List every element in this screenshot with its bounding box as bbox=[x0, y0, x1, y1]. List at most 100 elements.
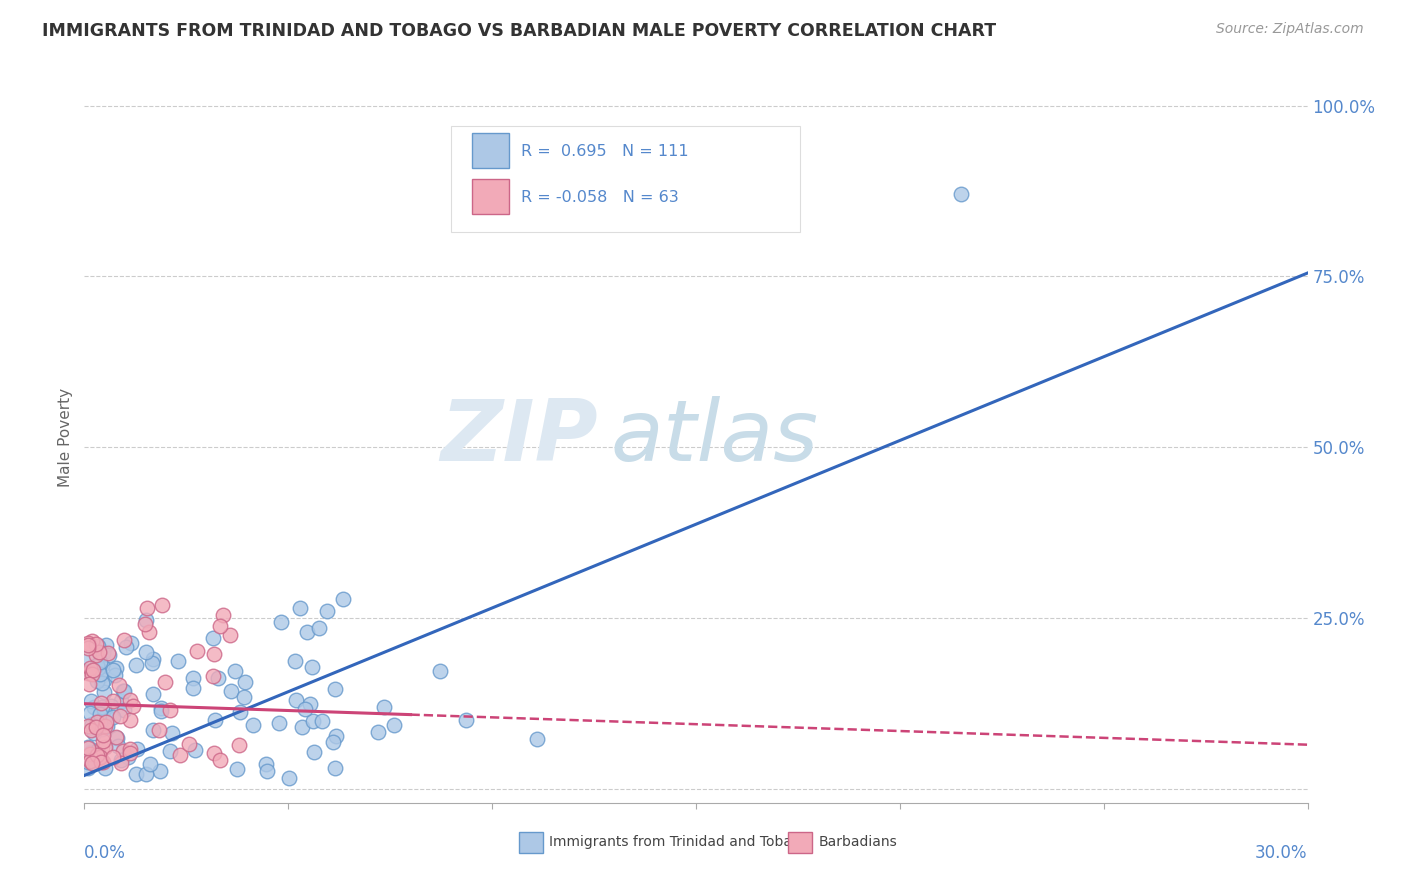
Point bbox=[301, 660, 323, 674]
Point bbox=[101, 709, 124, 723]
Text: R = -0.058   N = 63: R = -0.058 N = 63 bbox=[522, 190, 679, 205]
Point bbox=[149, 701, 172, 715]
Point bbox=[202, 647, 225, 661]
Point bbox=[167, 654, 190, 668]
Point bbox=[186, 644, 208, 658]
Point bbox=[111, 744, 134, 758]
Point bbox=[141, 656, 163, 670]
FancyBboxPatch shape bbox=[787, 832, 813, 853]
Point bbox=[373, 699, 395, 714]
Point bbox=[212, 608, 235, 623]
Point bbox=[91, 733, 114, 747]
Point bbox=[181, 681, 204, 695]
Point bbox=[91, 740, 114, 755]
Point bbox=[270, 615, 292, 629]
Point bbox=[77, 640, 100, 655]
Point bbox=[242, 718, 264, 732]
Point bbox=[96, 638, 118, 652]
Point bbox=[86, 658, 108, 673]
Point bbox=[108, 678, 131, 692]
Point bbox=[254, 757, 277, 772]
Y-axis label: Male Poverty: Male Poverty bbox=[58, 387, 73, 487]
Point bbox=[93, 719, 115, 733]
Point bbox=[150, 704, 173, 718]
Point bbox=[219, 627, 242, 641]
Point bbox=[159, 703, 181, 717]
Point bbox=[288, 601, 311, 615]
Point bbox=[86, 648, 108, 662]
Point bbox=[90, 669, 112, 683]
Point bbox=[219, 683, 242, 698]
Point bbox=[456, 713, 478, 727]
Point bbox=[89, 706, 111, 721]
Point bbox=[80, 694, 103, 708]
Point bbox=[321, 734, 343, 748]
Point bbox=[90, 699, 112, 714]
FancyBboxPatch shape bbox=[472, 133, 509, 168]
Point bbox=[120, 714, 142, 728]
Point bbox=[87, 639, 110, 653]
Point bbox=[79, 747, 101, 761]
Point bbox=[101, 663, 124, 677]
Point bbox=[77, 651, 100, 665]
Point bbox=[316, 604, 339, 618]
Point bbox=[97, 646, 120, 660]
Text: IMMIGRANTS FROM TRINIDAD AND TOBAGO VS BARBADIAN MALE POVERTY CORRELATION CHART: IMMIGRANTS FROM TRINIDAD AND TOBAGO VS B… bbox=[42, 22, 997, 40]
Point bbox=[115, 640, 138, 654]
Point bbox=[284, 654, 307, 668]
Point bbox=[94, 761, 117, 775]
Point bbox=[134, 617, 156, 632]
Point bbox=[93, 673, 115, 687]
Point bbox=[148, 764, 170, 779]
Point bbox=[142, 687, 165, 701]
Point bbox=[89, 715, 111, 730]
Point bbox=[169, 748, 191, 763]
Point bbox=[325, 729, 347, 743]
Point bbox=[112, 703, 135, 717]
Point bbox=[127, 742, 149, 756]
Point bbox=[308, 621, 330, 635]
Point bbox=[201, 632, 224, 646]
Point bbox=[118, 692, 141, 706]
Point bbox=[135, 613, 157, 627]
Point bbox=[181, 671, 204, 685]
Point bbox=[224, 664, 246, 678]
Point bbox=[79, 706, 101, 720]
Point bbox=[108, 709, 131, 723]
Point bbox=[90, 722, 112, 736]
Point bbox=[91, 728, 114, 742]
Point bbox=[294, 702, 316, 716]
Point bbox=[101, 693, 124, 707]
Point bbox=[228, 738, 250, 752]
Point bbox=[104, 661, 127, 675]
Point bbox=[142, 652, 165, 666]
Point bbox=[84, 720, 107, 734]
Point bbox=[120, 746, 142, 760]
Point bbox=[90, 696, 112, 710]
Point bbox=[86, 742, 108, 756]
Point bbox=[79, 676, 101, 690]
Point bbox=[159, 744, 181, 758]
Text: Immigrants from Trinidad and Tobago: Immigrants from Trinidad and Tobago bbox=[550, 835, 810, 849]
Point bbox=[86, 673, 108, 688]
Point bbox=[82, 722, 104, 736]
Point bbox=[90, 755, 112, 769]
Point bbox=[80, 717, 103, 731]
Text: Barbadians: Barbadians bbox=[818, 835, 897, 849]
Point bbox=[104, 668, 127, 682]
Point bbox=[96, 719, 118, 733]
Point bbox=[135, 766, 157, 780]
Point bbox=[148, 723, 170, 737]
Point bbox=[302, 714, 325, 729]
Point bbox=[86, 714, 108, 729]
Point bbox=[91, 658, 114, 673]
Point bbox=[104, 730, 127, 744]
Point bbox=[202, 746, 225, 760]
Point bbox=[94, 715, 117, 730]
FancyBboxPatch shape bbox=[472, 179, 509, 214]
Text: atlas: atlas bbox=[610, 395, 818, 479]
Point bbox=[91, 646, 114, 660]
Point bbox=[233, 690, 256, 704]
Point bbox=[201, 669, 224, 683]
Point bbox=[87, 645, 110, 659]
